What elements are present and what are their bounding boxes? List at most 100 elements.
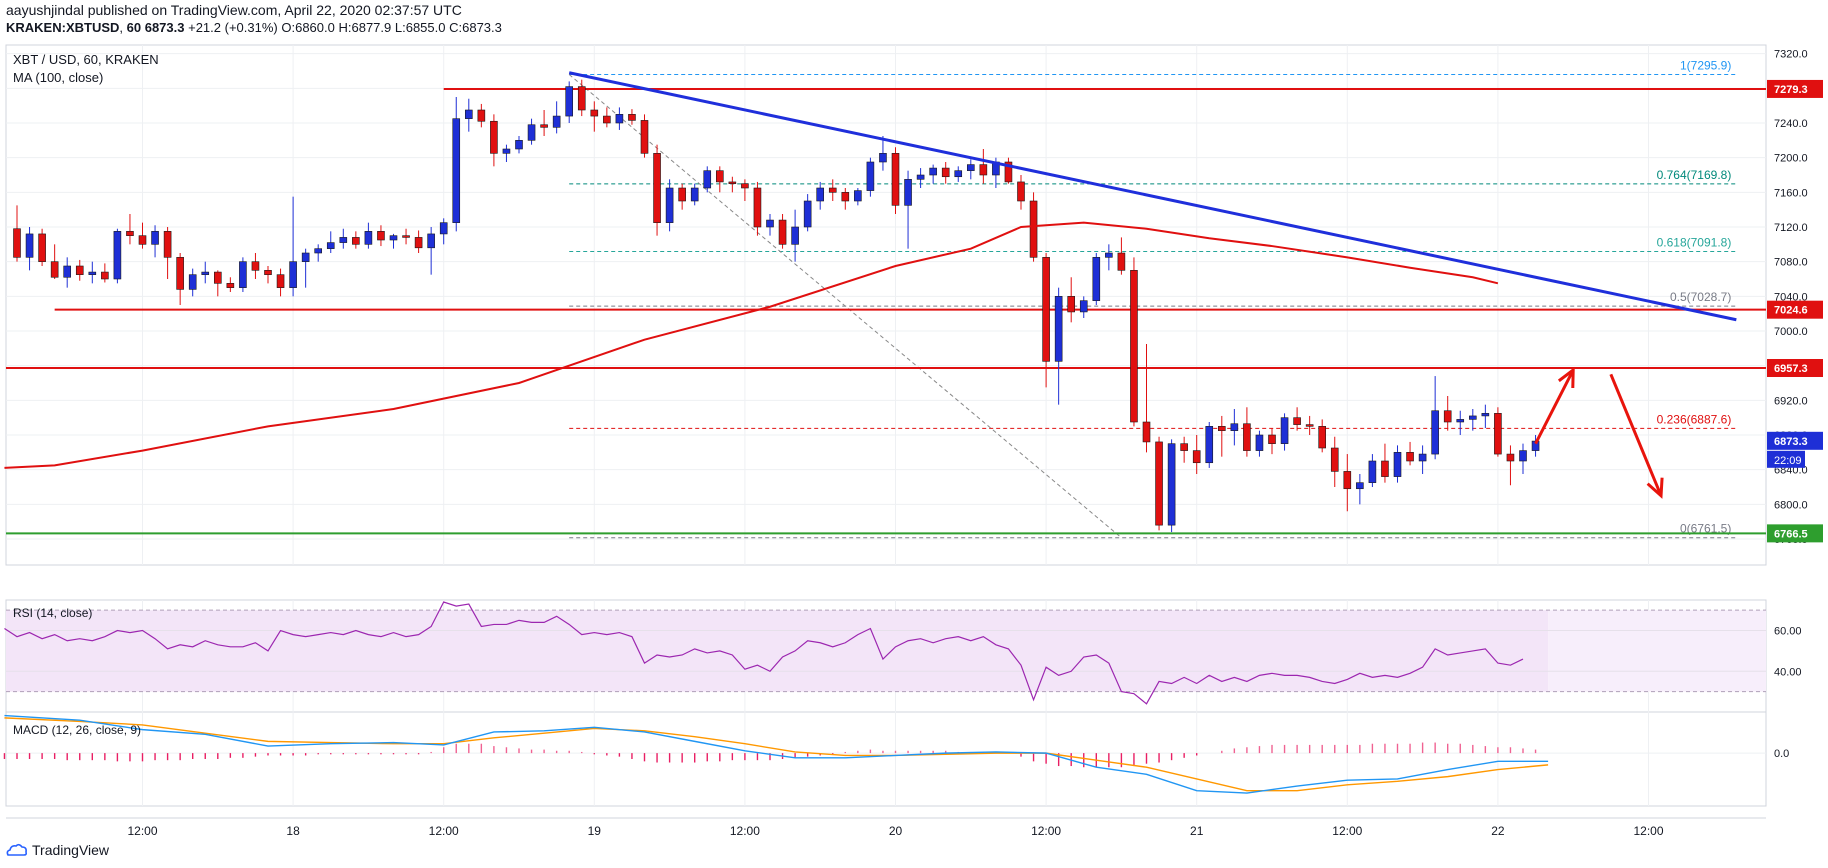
candle-body	[753, 187, 762, 228]
fib-diagonal	[568, 74, 1122, 539]
candle-body	[126, 231, 134, 236]
time-tick-label: 12:00	[1332, 824, 1362, 838]
change: +21.2 (+0.31%)	[188, 20, 278, 35]
candle-body	[1192, 450, 1201, 464]
fib-label: 1(7295.9)	[1680, 59, 1731, 73]
candle-body	[1356, 482, 1364, 490]
candle-body	[1456, 419, 1465, 423]
candle-body	[289, 261, 297, 288]
candle-body	[653, 153, 661, 223]
candle-body	[552, 115, 561, 128]
candle-body	[339, 237, 348, 243]
price-tick-label: 7000.0	[1774, 326, 1808, 338]
candle-body	[603, 115, 611, 124]
candle-body	[352, 237, 360, 245]
candle-body	[1142, 421, 1151, 443]
candle-body	[1519, 450, 1527, 462]
candle-body	[1318, 426, 1326, 449]
time-tick-label: 20	[889, 824, 903, 838]
rsi-tick-label: 40.00	[1774, 666, 1802, 678]
candle-body	[1368, 460, 1377, 483]
rsi-tick-label: 60.00	[1774, 626, 1802, 638]
time-tick-label: 19	[588, 824, 602, 838]
candle-body	[1230, 423, 1239, 431]
low-label: L:	[394, 20, 406, 35]
candle-body	[1167, 443, 1176, 526]
candle-body	[490, 120, 498, 154]
period: 60	[126, 20, 142, 35]
level-badge-label: 7279.3	[1774, 84, 1808, 96]
candle-body	[1268, 434, 1276, 444]
price-tick-label: 7160.0	[1774, 187, 1808, 199]
candle-body	[841, 192, 850, 202]
rsi-band	[6, 610, 1549, 692]
candle-body	[1406, 452, 1414, 462]
candle-body	[1443, 410, 1452, 423]
candle-body	[628, 114, 636, 121]
time-tick-label: 12:00	[1633, 824, 1663, 838]
candle-body	[1280, 417, 1289, 444]
candle-body	[1243, 423, 1251, 451]
time-tick-label: 12:00	[730, 824, 760, 838]
candle-body	[891, 153, 900, 206]
candle-body	[377, 231, 385, 241]
candle-body	[50, 261, 59, 278]
candle-body	[828, 187, 837, 193]
symbol-quote-line: KRAKEN:XBTUSD, 60 6873.3 +21.2 (+0.31%) …	[6, 20, 502, 35]
candle-body	[63, 265, 72, 278]
candle-body	[389, 235, 398, 241]
candle-body	[414, 237, 423, 249]
candle-body	[916, 174, 925, 180]
last-price-label: 6873.3	[1774, 436, 1808, 448]
candle-body	[251, 261, 260, 271]
candle-body	[452, 118, 461, 223]
candle-body	[88, 271, 97, 275]
candle-body	[1343, 471, 1352, 490]
candle-body	[1418, 453, 1427, 462]
candle-body	[25, 233, 34, 258]
close: 6873.3	[462, 20, 502, 35]
candle-body	[239, 261, 247, 288]
arrow-shaft	[1534, 369, 1575, 445]
candle-body	[766, 219, 774, 228]
candle-body	[678, 187, 686, 202]
fib-label: 0.618(7091.8)	[1657, 235, 1732, 249]
candle-body	[1494, 413, 1502, 455]
candle-body	[703, 170, 712, 189]
countdown-badge	[1767, 450, 1805, 468]
tradingview-logo[interactable]: TradingView	[6, 842, 109, 858]
symbol-full: KRAKEN:XBTUSD	[6, 20, 120, 35]
open-label: O:	[281, 20, 296, 35]
candle-body	[577, 86, 586, 111]
candle-body	[314, 248, 323, 254]
level-badge	[1767, 359, 1823, 378]
time-tick-label: 12:00	[1031, 824, 1061, 838]
level-badge-label: 7024.6	[1774, 305, 1808, 317]
publish-info: aayushjindal published on TradingView.co…	[6, 2, 462, 18]
rsi-line	[4, 601, 1524, 705]
level-badge-label: 6766.5	[1774, 528, 1808, 540]
candle-body	[1054, 296, 1063, 362]
candle-body	[1255, 434, 1264, 451]
candle-body	[1431, 410, 1439, 455]
candle-body	[326, 242, 335, 249]
rsi-legend: RSI (14, close)	[13, 606, 93, 620]
candle-body	[540, 124, 548, 128]
candle-body	[1029, 200, 1038, 258]
candle-body	[138, 235, 147, 245]
candle-body	[565, 86, 574, 117]
arrow-head	[1557, 366, 1575, 389]
candle-body	[151, 231, 159, 245]
candle-body	[1155, 441, 1163, 526]
time-tick-label: 12:00	[127, 824, 157, 838]
last-price-header: 6873.3	[144, 20, 185, 35]
candle-body	[741, 183, 749, 189]
fib-label: 0.5(7028.7)	[1670, 290, 1731, 304]
ma100-line	[4, 221, 1499, 469]
candle-body	[439, 222, 448, 235]
countdown-label: 22:09	[1774, 455, 1802, 467]
candle-body	[803, 200, 812, 228]
candle-body	[1393, 452, 1402, 477]
candle-body	[176, 257, 184, 290]
